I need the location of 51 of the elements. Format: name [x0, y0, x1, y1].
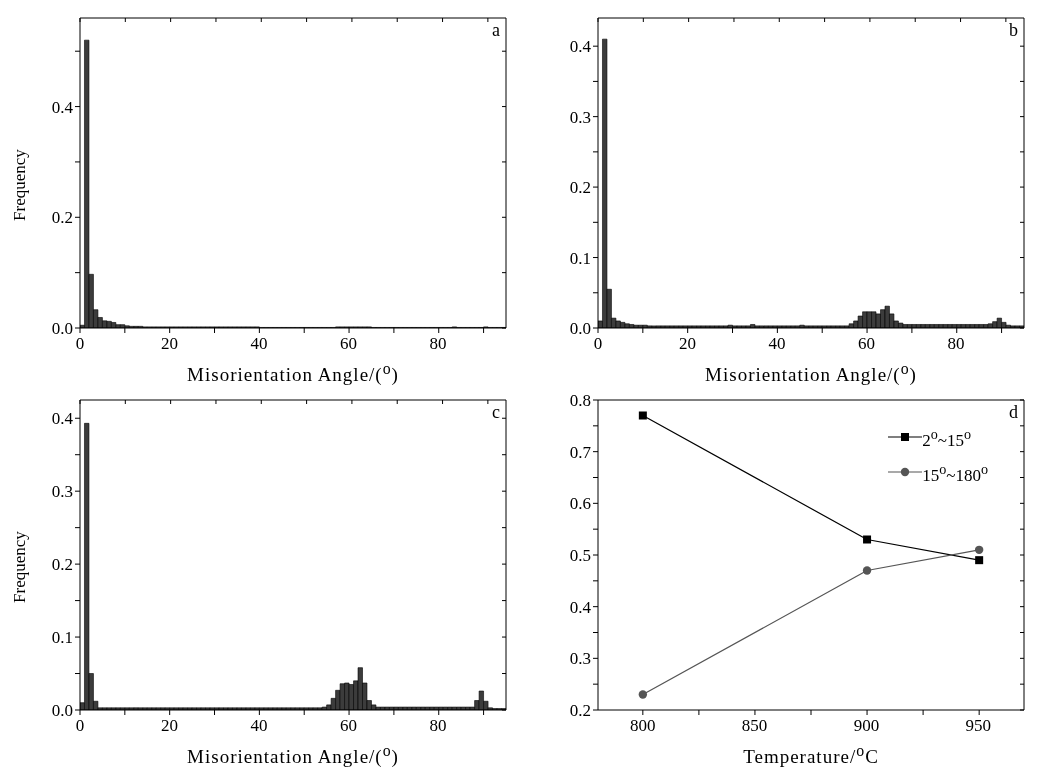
x-tick-label: 80: [946, 334, 966, 354]
y-tick-label: 0.6: [569, 494, 591, 514]
y-tick-label: 0.5: [569, 546, 591, 566]
x-tick-label: 60: [338, 334, 358, 354]
annotation: d: [1009, 402, 1018, 423]
annotation: a: [492, 20, 500, 41]
annotation: b: [1009, 20, 1018, 41]
y-tick-label: 0.0: [569, 319, 591, 339]
y-tick-label: 0.1: [51, 628, 73, 648]
x-tick-label: 20: [159, 716, 179, 736]
annotation: c: [492, 402, 500, 423]
y-tick-label: 0.2: [51, 555, 73, 575]
y-tick-label: 0.3: [569, 107, 591, 127]
y-tick-label: 0.3: [51, 482, 73, 502]
x-tick-label: 60: [338, 716, 358, 736]
x-tick-label: 900: [852, 716, 881, 736]
y-tick-label: 0.4: [569, 597, 592, 617]
y-tick-label: 0.0: [51, 319, 73, 339]
y-tick-label: 0.4: [51, 97, 74, 117]
x-tick-label: 60: [856, 334, 876, 354]
y-tick-label: 0.4: [569, 37, 592, 57]
x-tick-label: 40: [249, 334, 269, 354]
x-tick-label: 950: [964, 716, 992, 736]
x-tick-label: 0: [593, 334, 603, 353]
x-tick-label: 0: [75, 716, 85, 735]
x-axis-title: Misorientation Angle/($^{o}$): [186, 359, 400, 386]
y-axis-title: Frequency: [10, 530, 30, 605]
x-tick-label: 0: [75, 334, 85, 353]
x-tick-label: 20: [677, 334, 697, 354]
y-tick-label: 0.7: [569, 442, 592, 462]
x-tick-label: 80: [428, 334, 448, 354]
x-axis-title: Misorientation Angle/($^{o}$): [186, 741, 400, 768]
legend-label: 15$^{o}$~180$^{o}$: [922, 459, 988, 487]
x-tick-label: 800: [629, 716, 657, 736]
y-tick-label: 0.2: [51, 208, 73, 228]
x-tick-label: 40: [767, 334, 787, 354]
y-tick-label: 0.4: [51, 409, 74, 429]
y-tick-label: 0.8: [569, 391, 591, 411]
x-tick-label: 80: [428, 716, 448, 736]
legend-label: 2$^{o}$~15$^{o}$: [922, 425, 971, 452]
x-tick-label: 20: [159, 334, 179, 354]
x-axis-title: Misorientation Angle/($^{o}$): [704, 359, 918, 386]
y-axis-title: Frequency: [10, 148, 30, 223]
y-tick-label: 0.2: [569, 178, 591, 198]
y-tick-label: 0.0: [51, 701, 73, 721]
x-axis-title: Temperature/$^{o}$C: [742, 741, 880, 768]
y-tick-label: 0.1: [569, 248, 591, 268]
y-tick-label: 0.3: [569, 649, 591, 669]
x-tick-label: 850: [740, 716, 769, 736]
x-tick-label: 40: [249, 716, 269, 736]
y-tick-label: 0.2: [569, 701, 591, 721]
